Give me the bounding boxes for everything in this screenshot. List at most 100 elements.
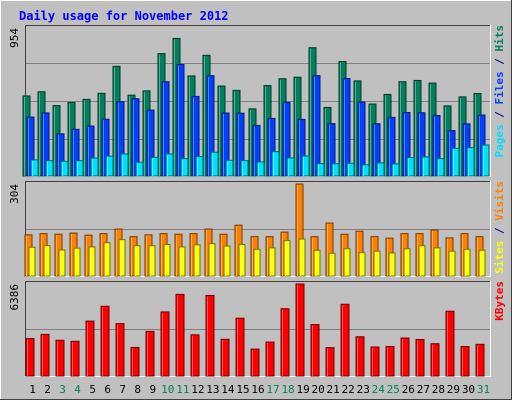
bar-pages bbox=[376, 162, 385, 177]
bar-pages bbox=[256, 161, 265, 177]
bar-pages bbox=[421, 156, 430, 177]
x-tick-label: 21 bbox=[327, 383, 340, 396]
bar-kbytes bbox=[70, 340, 80, 377]
x-tick-label: 1 bbox=[29, 383, 36, 396]
x-tick-label: 17 bbox=[266, 383, 279, 396]
x-tick-label: 7 bbox=[119, 383, 126, 396]
bar-kbytes bbox=[370, 346, 380, 377]
bar-kbytes bbox=[55, 339, 65, 377]
bar-pages bbox=[391, 163, 400, 177]
bar-pages bbox=[120, 153, 129, 177]
bar-kbytes bbox=[190, 334, 200, 377]
bar-sites bbox=[133, 245, 141, 277]
bar-kbytes bbox=[265, 341, 275, 377]
bar-kbytes bbox=[25, 337, 35, 377]
bar-kbytes bbox=[220, 338, 230, 377]
bar-pages bbox=[135, 161, 144, 177]
bar-pages bbox=[346, 162, 355, 177]
bar-sites bbox=[118, 239, 126, 277]
bar-pages bbox=[286, 157, 295, 177]
bar-kbytes bbox=[85, 320, 95, 377]
bar-sites bbox=[208, 243, 216, 277]
bar-pages bbox=[481, 144, 490, 177]
bar-pages bbox=[195, 156, 204, 177]
bar-kbytes bbox=[340, 303, 350, 377]
chart-panels: 954 Pages / Files / Hits 304 Sites / Visits… bbox=[8, 25, 506, 377]
bar-sites bbox=[88, 246, 96, 277]
bar-pages bbox=[30, 159, 39, 177]
x-tick-label: 29 bbox=[447, 383, 460, 396]
bar-sites bbox=[223, 245, 231, 277]
bar-kbytes bbox=[160, 311, 170, 377]
y-max-label: 954 bbox=[8, 28, 21, 48]
bar-sites bbox=[253, 248, 261, 277]
bar-sites bbox=[478, 249, 486, 277]
bar-kbytes bbox=[475, 343, 485, 377]
bar-sites bbox=[268, 247, 276, 277]
bar-sites bbox=[43, 245, 51, 277]
bar-pages bbox=[60, 160, 69, 177]
legend-separator: / bbox=[493, 105, 506, 125]
x-tick-label: 18 bbox=[281, 383, 294, 396]
legend-sites: Sites bbox=[493, 241, 506, 274]
x-tick-label: 2 bbox=[44, 383, 51, 396]
x-tick-label: 31 bbox=[477, 383, 490, 396]
bar-kbytes bbox=[175, 293, 185, 377]
panel-3: 6386 KBytes bbox=[8, 281, 506, 377]
bar-pages bbox=[361, 164, 370, 177]
bar-sites bbox=[73, 247, 81, 277]
bar-kbytes bbox=[235, 317, 245, 377]
bar-kbytes bbox=[400, 337, 410, 377]
series-pages bbox=[30, 144, 490, 177]
bar-kbytes bbox=[355, 336, 365, 377]
bar-kbytes bbox=[310, 324, 320, 377]
series-sites bbox=[28, 238, 486, 277]
bar-kbytes bbox=[430, 343, 440, 377]
x-tick-label: 5 bbox=[89, 383, 96, 396]
bar-kbytes bbox=[40, 333, 50, 377]
x-tick-label: 30 bbox=[462, 383, 475, 396]
x-tick-label: 15 bbox=[236, 383, 249, 396]
bar-kbytes bbox=[460, 346, 470, 377]
legend-visits: Visits bbox=[493, 181, 506, 221]
bar-sites bbox=[178, 246, 186, 277]
bar-pages bbox=[75, 160, 84, 177]
bar-pages bbox=[271, 151, 280, 177]
bar-sites bbox=[343, 248, 351, 277]
bar-sites bbox=[463, 248, 471, 277]
x-tick-label: 6 bbox=[104, 383, 111, 396]
bar-sites bbox=[328, 252, 336, 277]
bar-pages bbox=[105, 155, 114, 177]
bar-kbytes bbox=[415, 338, 425, 377]
chart-title: Daily usage for November 2012 bbox=[19, 9, 229, 23]
bar-pages bbox=[180, 158, 189, 177]
bar-pages bbox=[316, 163, 325, 177]
x-tick-label: 26 bbox=[402, 383, 415, 396]
x-tick-label: 19 bbox=[296, 383, 309, 396]
x-tick-label: 10 bbox=[161, 383, 174, 396]
legend-hits: Hits bbox=[493, 25, 506, 52]
legend-separator: / bbox=[493, 52, 506, 72]
bar-pages bbox=[451, 147, 460, 177]
bar-sites bbox=[298, 238, 306, 277]
x-tick-label: 9 bbox=[149, 383, 156, 396]
bar-pages bbox=[165, 153, 174, 177]
bar-pages bbox=[45, 160, 54, 177]
bar-sites bbox=[418, 245, 426, 277]
x-tick-label: 12 bbox=[191, 383, 204, 396]
bar-kbytes bbox=[445, 310, 455, 377]
bar-pages bbox=[406, 157, 415, 177]
legend-separator: / bbox=[493, 221, 506, 241]
bar-kbytes bbox=[385, 345, 395, 377]
bar-kbytes bbox=[145, 330, 155, 377]
x-tick-label: 13 bbox=[206, 383, 219, 396]
bar-pages bbox=[301, 155, 310, 177]
legend: Pages / Files / Hits bbox=[493, 25, 506, 158]
x-tick-label: 25 bbox=[387, 383, 400, 396]
x-tick-label: 4 bbox=[74, 383, 81, 396]
bar-kbytes bbox=[325, 347, 335, 377]
x-tick-label: 20 bbox=[312, 383, 325, 396]
bar-sites bbox=[58, 249, 66, 277]
legend: Sites / Visits bbox=[493, 181, 506, 274]
